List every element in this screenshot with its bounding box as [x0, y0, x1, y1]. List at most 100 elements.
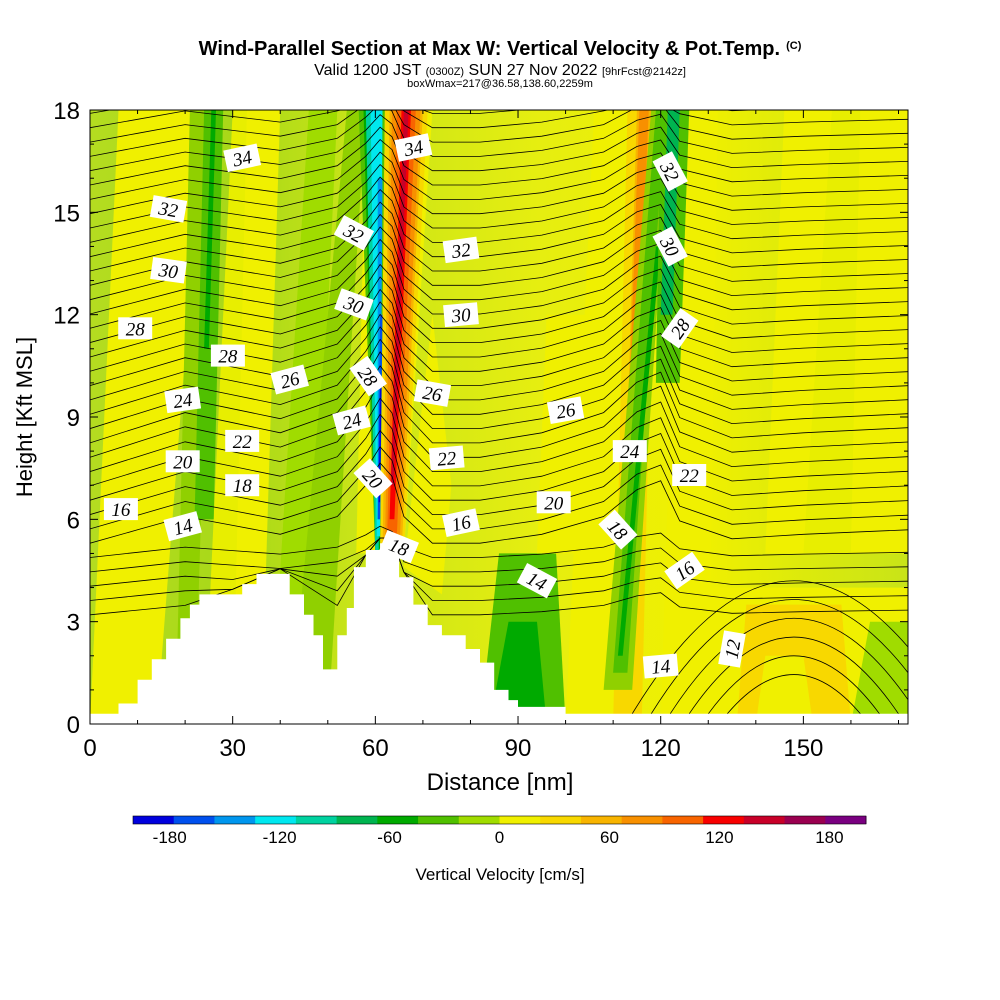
colorbar-swatch: [377, 816, 419, 824]
contour-label-box: [443, 302, 479, 328]
subtitle-date: SUN 27 Nov 2022: [468, 62, 598, 79]
x-tick-label: 30: [219, 735, 246, 762]
subtitle-forecast-info: [9hrFcst@2142z]: [601, 66, 686, 78]
contour-label-box: [664, 551, 705, 590]
contour-label-box: [270, 364, 309, 395]
contour-label-box: [163, 511, 202, 542]
contour-label-text: 30: [450, 305, 472, 328]
contour-label-text: 30: [156, 260, 179, 284]
contour-label-box: [546, 396, 585, 424]
theta-contour-label: 14: [163, 511, 202, 542]
contour-label-box: [672, 464, 707, 486]
contour-label-box: [149, 195, 188, 223]
theta-contour-line: [90, 301, 908, 387]
theta-contour-line: [90, 226, 908, 301]
contour-label-text: 22: [680, 466, 700, 487]
y-tick-label: 9: [67, 405, 80, 432]
subtitle-utc-time: (0300Z): [425, 66, 465, 78]
colorbar-tick-label: 0: [495, 828, 504, 847]
velocity-band: [391, 110, 409, 486]
theta-contour-line: [90, 251, 908, 329]
theta-contour-line: [90, 462, 908, 544]
contour-label-text: 16: [450, 512, 473, 537]
contour-label-box: [516, 563, 558, 599]
colorbar-swatch: [662, 816, 704, 824]
contour-label-box: [598, 509, 638, 550]
colorbar-tick-label: 120: [705, 828, 733, 847]
chart-subtitle: Valid 1200 JST (0300Z) SUN 27 Nov 2022 […: [0, 62, 1000, 80]
contour-label-box: [223, 143, 262, 173]
theta-contour-label: 28: [118, 317, 153, 340]
theta-contour-label: 34: [394, 133, 433, 162]
theta-contour-label: 20: [165, 450, 200, 473]
theta-contour-line: [90, 537, 908, 601]
contour-label-box: [442, 236, 480, 264]
theta-contour-label: 26: [546, 396, 585, 424]
velocity-field: [90, 110, 908, 724]
contour-label-text: 14: [650, 656, 671, 679]
contour-label-box: [333, 215, 375, 251]
contour-label-box: [334, 288, 374, 321]
contour-label-box: [349, 355, 387, 397]
contour-label-box: [225, 429, 260, 452]
theta-contour-label: 16: [442, 508, 480, 537]
contour-label-text: 28: [126, 319, 146, 340]
contour-label-text: 32: [449, 240, 472, 264]
contour-label-box: [428, 445, 465, 471]
colorbar-swatch: [703, 816, 745, 824]
theta-contour-line: [90, 537, 908, 573]
contour-label-box: [353, 458, 393, 499]
contour-label-text: 34: [401, 137, 425, 162]
theta-contour-line: [90, 238, 908, 315]
x-tick-label: 150: [783, 735, 823, 762]
theta-contour-label: 26: [413, 379, 452, 407]
theta-contour-line: [90, 446, 908, 530]
theta-contour-label: 30: [334, 288, 374, 321]
colorbar-swatch: [418, 816, 460, 824]
chart-title-suffix: (C): [786, 40, 802, 52]
contour-label-text: 18: [233, 476, 253, 497]
x-tick-label: 120: [641, 735, 681, 762]
colorbar-tick-label: 180: [815, 828, 843, 847]
colorbar-swatch: [458, 816, 500, 824]
velocity-band: [270, 110, 338, 724]
velocity-band: [803, 110, 861, 554]
colorbar-swatch: [621, 816, 663, 824]
theta-contour-line: [669, 617, 908, 715]
theta-contour-line: [726, 674, 861, 715]
theta-contour-label: 18: [225, 474, 260, 497]
colorbar-swatch: [133, 816, 175, 824]
colorbar-tick-label: -180: [153, 828, 187, 847]
theta-contour-label: 14: [642, 653, 679, 679]
theta-contour-label: 30: [443, 302, 479, 328]
chart-title-text: Wind-Parallel Section at Max W: Vertical…: [198, 38, 781, 60]
y-tick-label: 3: [67, 610, 80, 637]
contour-label-text: 20: [173, 452, 193, 473]
contour-label-box: [718, 630, 746, 668]
theta-contour-line: [90, 176, 908, 243]
colorbar-label: Vertical Velocity [cm/s]: [415, 865, 584, 884]
y-axis-label: Height [Kft MSL]: [12, 337, 37, 497]
contour-label-text: 24: [620, 442, 640, 463]
theta-contour-line: [90, 381, 908, 473]
theta-contours: [90, 110, 908, 715]
theta-contour-line: [90, 110, 908, 129]
velocity-band: [289, 110, 366, 724]
contour-label-box: [150, 257, 187, 284]
y-tick-label: 12: [53, 303, 80, 330]
theta-contour-line: [90, 338, 908, 430]
colorbar-swatch: [784, 816, 826, 824]
colorbar-tick-label: -120: [263, 828, 297, 847]
theta-contour-label: 30: [150, 257, 187, 284]
x-tick-label: 60: [362, 735, 389, 762]
contour-label-text: 32: [156, 198, 180, 222]
colorbar-swatch: [743, 816, 786, 824]
colorbar-swatch: [540, 816, 582, 824]
y-tick-label: 15: [53, 200, 80, 227]
y-tick-label: 6: [67, 507, 80, 534]
contour-label-text: 12: [721, 638, 745, 661]
contour-label-box: [164, 386, 202, 414]
chart-subtitle-2: boxWmax=217@36.58,138.60,2259m: [407, 78, 593, 90]
